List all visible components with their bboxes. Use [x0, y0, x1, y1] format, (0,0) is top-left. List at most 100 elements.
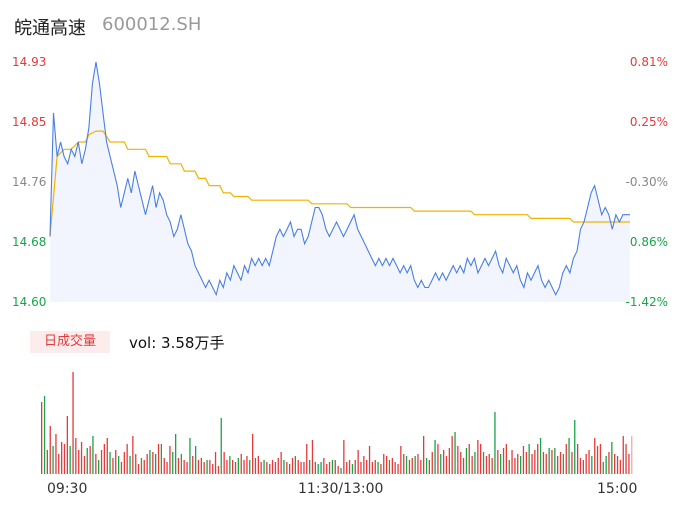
volume-bar: [491, 458, 493, 474]
volume-bar: [98, 460, 100, 474]
volume-bar: [323, 458, 325, 474]
volume-bar: [160, 444, 162, 474]
volume-bar: [309, 460, 311, 474]
volume-bar: [186, 462, 188, 474]
volume-bar: [303, 462, 305, 474]
volume-bar: [300, 462, 302, 474]
volume-bar: [129, 456, 131, 474]
volume-bar: [462, 458, 465, 474]
volume-bar: [357, 450, 359, 474]
volume-bar: [328, 462, 331, 474]
volume-bar: [388, 460, 391, 474]
pct-tick-1: 0.25%: [629, 115, 668, 129]
volume-bar: [274, 462, 277, 474]
volume-bar: [585, 454, 587, 474]
volume-bar: [551, 450, 553, 474]
volume-bar: [95, 454, 97, 474]
volume-bar: [400, 446, 402, 474]
volume-bar: [403, 454, 405, 474]
volume-bar: [531, 454, 533, 474]
volume-bar: [92, 436, 94, 474]
volume-bar: [346, 462, 348, 474]
volume-bar: [183, 460, 185, 474]
volume-bar: [360, 462, 362, 474]
volume-bar: [522, 446, 525, 474]
volume-bar: [508, 460, 510, 474]
pct-tick-3: -0.86%: [625, 235, 668, 249]
volume-bar: [89, 446, 91, 474]
volume-bar: [528, 444, 530, 474]
volume-bar: [616, 456, 619, 474]
price-tick-4: 14.60: [12, 295, 47, 309]
volume-bar: [294, 456, 296, 474]
volume-bar: [152, 452, 154, 474]
volume-bar: [41, 402, 43, 474]
volume-bar: [192, 456, 194, 474]
volume-bar: [559, 452, 562, 474]
x-tick-close: 15:00: [597, 481, 638, 497]
volume-bar: [468, 444, 470, 474]
volume-bar: [340, 468, 342, 474]
volume-bar: [172, 452, 174, 474]
volume-bar: [425, 458, 428, 474]
volume-bar: [137, 464, 140, 474]
volume-bar: [246, 456, 248, 474]
volume-bar: [596, 446, 599, 474]
volume-bar: [537, 444, 539, 474]
volume-bar: [135, 454, 137, 474]
volume-bar: [460, 452, 462, 474]
volume-bar: [140, 458, 143, 474]
volume-bar: [405, 456, 408, 474]
volume-bar: [277, 458, 279, 474]
volume-bar: [155, 454, 157, 474]
volume-bar: [391, 458, 393, 474]
volume-bar: [368, 446, 371, 474]
volume-bar: [306, 444, 308, 474]
volume-bar: [571, 452, 573, 474]
volume-bar: [505, 444, 507, 474]
volume-bar: [374, 460, 376, 474]
volume-bar: [229, 456, 231, 474]
volume-bar: [52, 446, 54, 474]
volume-bar: [488, 454, 490, 474]
volume-bar: [240, 454, 242, 474]
price-tick-2: 14.76: [12, 175, 47, 189]
volume-bar: [254, 458, 257, 474]
volume-bar: [206, 460, 208, 474]
volume-bar: [55, 434, 57, 474]
volume-bar: [431, 452, 433, 474]
volume-bar: [75, 438, 77, 474]
volume-bar: [314, 462, 316, 474]
volume-bar: [383, 454, 385, 474]
volume-bar: [115, 450, 117, 474]
volume-bar: [271, 460, 274, 474]
volume-bar: [502, 448, 505, 474]
volume-bar: [43, 396, 46, 474]
volume-bar: [494, 412, 496, 474]
volume-bar: [417, 454, 419, 474]
avg-price-line: [49, 130, 630, 237]
volume-bar: [209, 460, 211, 474]
volume-text: vol: 3.58万手: [129, 334, 225, 352]
volume-bar: [434, 440, 436, 474]
volume-bar: [291, 458, 294, 474]
stock-code: 600012.SH: [102, 14, 202, 35]
volume-bar: [363, 456, 365, 474]
volume-bar: [286, 462, 288, 474]
volume-bar: [605, 456, 607, 474]
volume-bar: [80, 442, 83, 474]
volume-bar: [175, 434, 177, 474]
volume-bar: [78, 450, 80, 474]
pct-tick-2: -0.30%: [625, 175, 668, 189]
volume-bar: [443, 450, 445, 474]
volume-bar: [386, 456, 388, 474]
volume-bar: [195, 446, 197, 474]
daily-volume-tab[interactable]: 日成交量: [30, 331, 110, 353]
volume-bar: [61, 442, 63, 474]
volume-bar: [377, 462, 379, 474]
volume-bar: [100, 450, 103, 474]
volume-bar: [448, 448, 450, 474]
volume-bar: [72, 372, 74, 474]
volume-bar: [226, 460, 228, 474]
